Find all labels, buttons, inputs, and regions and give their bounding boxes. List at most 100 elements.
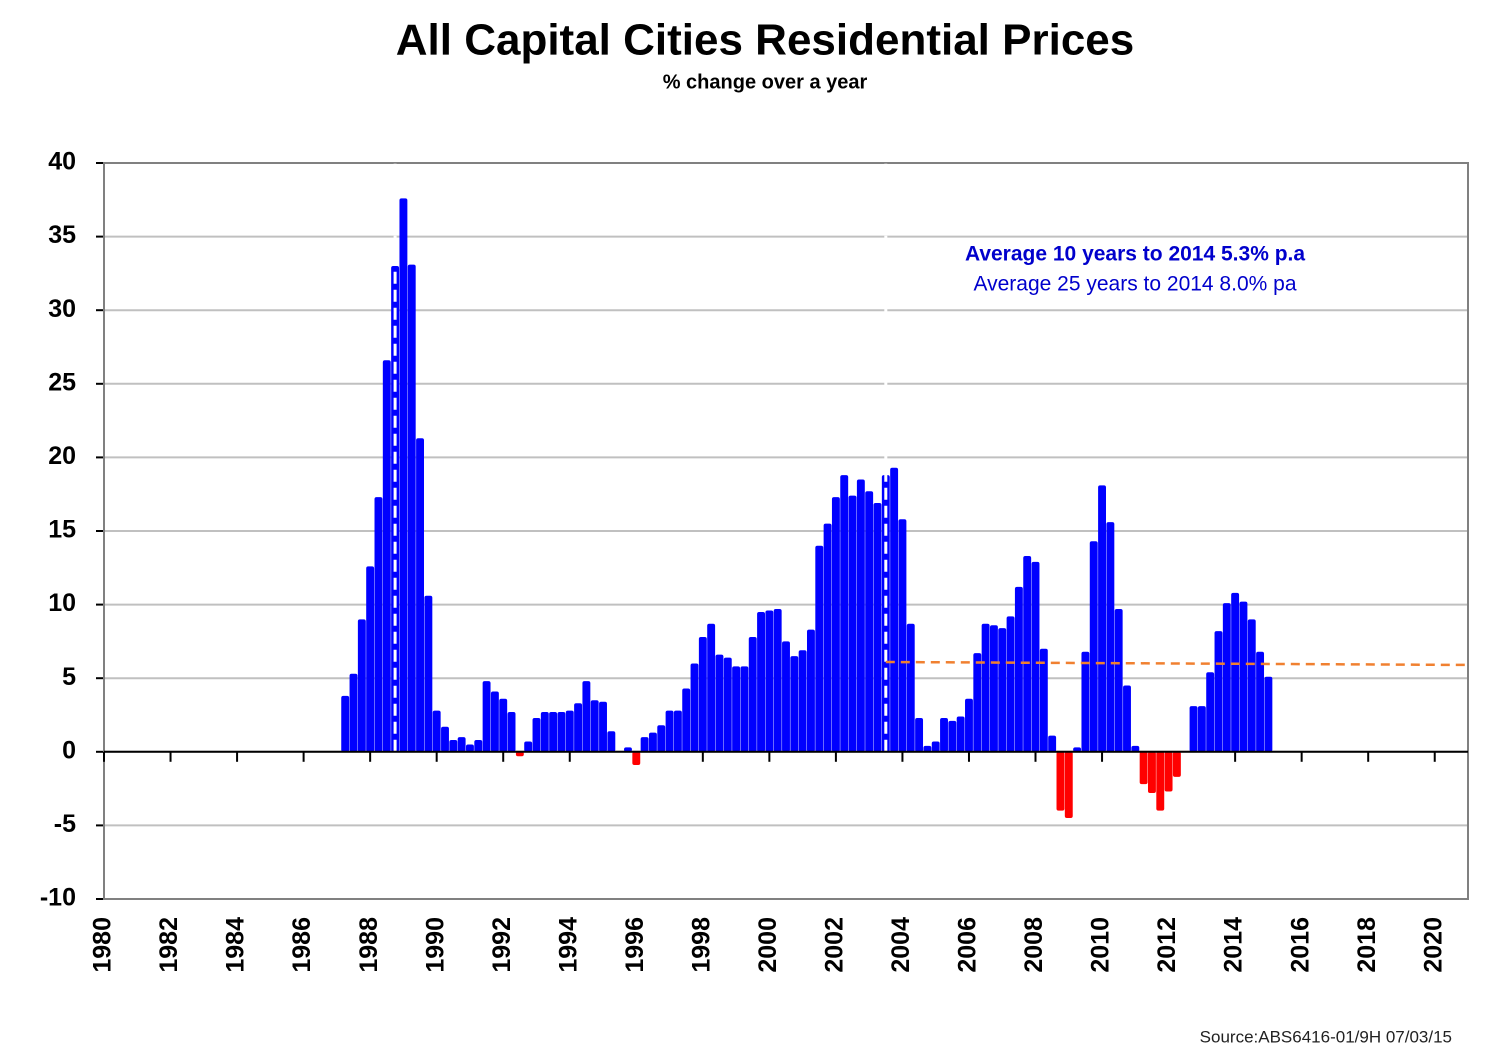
bar (740, 666, 749, 752)
bar (1148, 751, 1156, 794)
y-tick-label: 25 (48, 368, 76, 396)
x-tick-label: 1988 (355, 917, 383, 973)
y-tick-label: 5 (62, 663, 76, 691)
bar (449, 740, 458, 752)
bar (690, 663, 699, 752)
bar (374, 497, 383, 752)
bar (865, 491, 874, 752)
bar (574, 703, 583, 752)
bar (1172, 751, 1181, 777)
source-note: Source:ABS6416-01/9H 07/03/15 (1200, 1027, 1452, 1046)
bar (416, 438, 424, 752)
bar (540, 712, 549, 752)
bar (798, 650, 807, 752)
y-tick-label: 15 (48, 516, 76, 544)
bar (931, 741, 940, 752)
bar (1064, 751, 1073, 819)
y-tick-label: 35 (48, 221, 76, 249)
bar (698, 636, 707, 752)
x-tick-label: 2016 (1286, 917, 1314, 973)
bar (499, 698, 508, 752)
bar (948, 720, 957, 752)
x-tick-label: 2018 (1353, 917, 1381, 973)
bar (915, 717, 924, 752)
bar (507, 712, 516, 752)
bar (341, 695, 350, 752)
bar (723, 657, 732, 752)
bar (599, 701, 607, 752)
bar (898, 519, 907, 752)
chart-title: All Capital Cities Residential Prices (396, 16, 1134, 65)
bar (1089, 541, 1098, 752)
bar (482, 681, 491, 752)
bar (432, 710, 441, 752)
bar (748, 636, 757, 752)
bar (831, 497, 840, 752)
bar (490, 691, 499, 752)
bar (981, 623, 990, 752)
y-tick-label: -10 (40, 884, 76, 912)
bar (973, 653, 982, 752)
x-tick-label: 1986 (288, 917, 316, 973)
y-tick-label: 30 (48, 295, 76, 323)
bar (682, 688, 691, 752)
bar (1048, 735, 1057, 752)
bar (657, 725, 666, 752)
bar (998, 628, 1007, 752)
bar (715, 654, 724, 752)
bar (1214, 631, 1223, 752)
bar (773, 609, 782, 752)
bar (1039, 648, 1048, 752)
bar (1264, 676, 1273, 752)
bar (466, 744, 474, 752)
bar (989, 625, 998, 752)
bar (366, 566, 375, 752)
bar (357, 619, 366, 752)
bar (1114, 609, 1123, 752)
x-tick-label: 2000 (754, 917, 782, 973)
bar (349, 673, 358, 752)
bar (1206, 672, 1215, 752)
bar (1139, 751, 1148, 785)
bar (1031, 561, 1040, 752)
chart-subtitle: % change over a year (663, 71, 868, 93)
annotation: Average 25 years to 2014 8.0% pa (973, 273, 1296, 296)
bar (1222, 603, 1231, 752)
x-tick-label: 1994 (554, 917, 582, 973)
bar (1231, 592, 1240, 752)
bar (782, 641, 790, 752)
bar (1073, 747, 1082, 752)
bar (565, 710, 574, 752)
x-tick-label: 2010 (1087, 917, 1115, 973)
x-tick-label: 2006 (954, 917, 982, 973)
y-tick-label: 10 (48, 589, 76, 617)
bar (648, 732, 657, 752)
bar (632, 751, 641, 766)
x-tick-label: 1992 (488, 917, 516, 973)
y-tick-label: 40 (48, 148, 76, 176)
bar (815, 545, 824, 752)
bar (640, 737, 649, 752)
bar (890, 467, 899, 752)
x-tick-label: 1996 (621, 917, 649, 973)
bar (881, 475, 890, 752)
bar (524, 741, 533, 752)
bar (790, 656, 799, 752)
x-tick-label: 2002 (821, 917, 849, 973)
y-tick-label: 0 (62, 736, 76, 764)
bar (1023, 556, 1032, 752)
bar (1156, 751, 1165, 811)
bar (707, 623, 716, 752)
bar (1081, 651, 1090, 752)
bar (1106, 522, 1115, 752)
average-line (885, 660, 1469, 667)
bar (515, 751, 524, 757)
bar (848, 495, 857, 752)
plot-frame (103, 162, 1469, 900)
x-tick-label: 2004 (887, 917, 915, 973)
x-tick-label: 1998 (687, 917, 715, 973)
bar (873, 503, 882, 752)
bar (1164, 751, 1173, 792)
bar (807, 629, 815, 752)
